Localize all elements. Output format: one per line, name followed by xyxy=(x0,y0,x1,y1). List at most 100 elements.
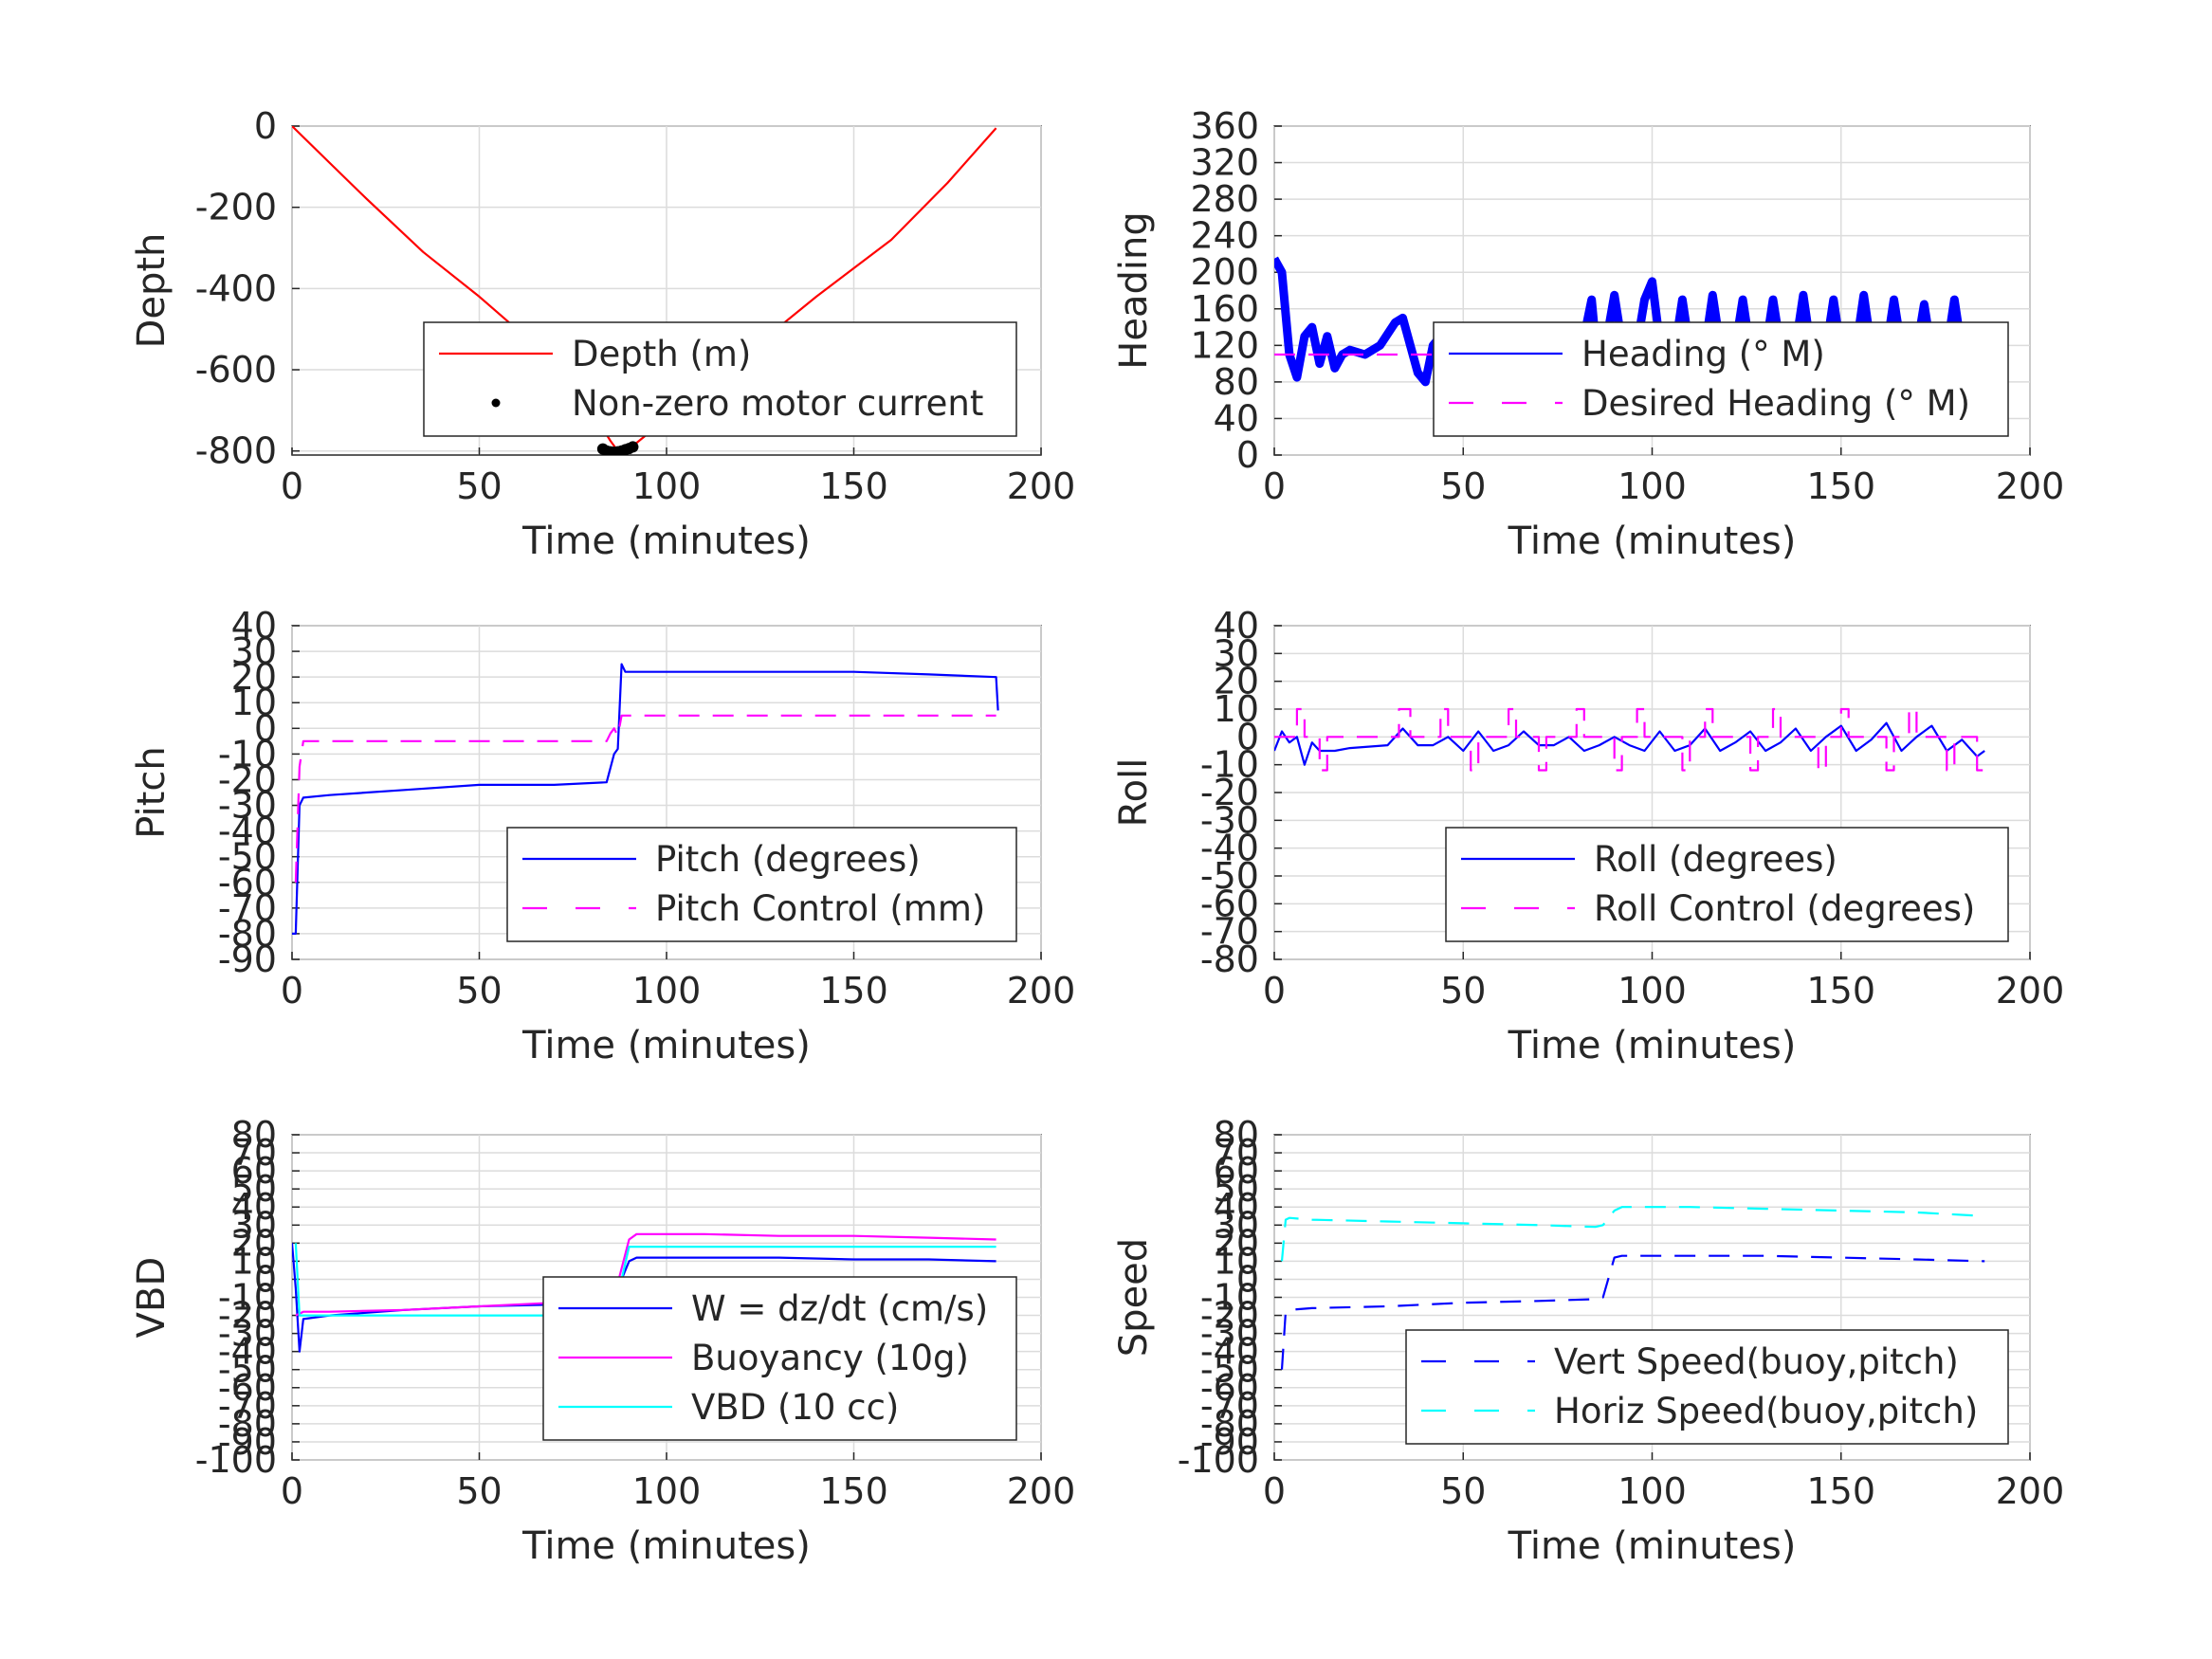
pitch-legend-box xyxy=(506,827,1017,942)
pitch-series-group xyxy=(292,663,999,935)
vbd-xtick-label-2: 100 xyxy=(632,1470,702,1512)
heading-xtick-label-2: 100 xyxy=(1618,465,1687,507)
pitch-xtick-label-0: 0 xyxy=(281,970,303,1012)
roll-xtick-label-0: 0 xyxy=(1263,970,1286,1012)
speed-ytick-label-16: 60 xyxy=(1214,1150,1259,1192)
roll-ytick-label-7: -10 xyxy=(1200,744,1259,786)
heading-xtick-label-4: 200 xyxy=(1996,465,2065,507)
roll-xtick-label-1: 50 xyxy=(1440,970,1486,1012)
heading-legend-label-1: Desired Heading (° M) xyxy=(1581,383,1970,424)
pitch-ytick-label-3: -60 xyxy=(218,862,277,903)
speed-legend-label-0: Vert Speed(buoy,pitch) xyxy=(1554,1341,1959,1382)
heading-xtick-label-3: 150 xyxy=(1806,465,1875,507)
speed-ytick-label-5: -50 xyxy=(1200,1349,1259,1391)
speed-ytick-label-10: 0 xyxy=(1236,1258,1259,1300)
roll-ytick-label-1: -70 xyxy=(1200,911,1259,953)
heading-legend-label-0: Heading (° M) xyxy=(1581,334,1825,374)
roll-legend-label-0: Roll (degrees) xyxy=(1594,839,1837,880)
heading-ytick-label-3: 120 xyxy=(1190,324,1259,366)
speed-ytick-label-15: 50 xyxy=(1214,1168,1259,1210)
speed-xtick-label-4: 200 xyxy=(1996,1470,2065,1512)
depth-ytick-label-0: 0 xyxy=(254,105,277,147)
heading-panel: 0 50 100 150 20004080120160200240280320360Ti… xyxy=(1112,105,2064,563)
roll-ytick-label-0: -80 xyxy=(1200,939,1259,980)
depth-xlabel: Time (minutes) xyxy=(521,520,811,563)
roll-xtick-label-3: 150 xyxy=(1806,970,1875,1012)
depth-ylabel: Depth xyxy=(130,233,174,349)
vbd-ytick-label-3: -70 xyxy=(218,1385,277,1427)
roll-legend-box xyxy=(1445,827,2009,942)
heading-xlabel: Time (minutes) xyxy=(1508,520,1797,563)
pitch-xtick-label-4: 200 xyxy=(1007,970,1076,1012)
speed-ytick-label-4: -60 xyxy=(1200,1367,1259,1409)
roll-ytick-label-9: 10 xyxy=(1214,688,1259,730)
speed-legend-label-1: Horiz Speed(buoy,pitch) xyxy=(1554,1391,1978,1431)
pitch-ytick-label-13: 40 xyxy=(231,605,277,647)
speed-ytick-label-9: -10 xyxy=(1200,1277,1259,1319)
pitch-series-0-line xyxy=(292,663,999,935)
heading-legend-box xyxy=(1433,321,2009,437)
speed-ytick-label-3: -70 xyxy=(1200,1385,1259,1427)
speed-ylabel: Speed xyxy=(1112,1238,1156,1357)
depth-legend-box xyxy=(423,321,1017,437)
pitch-panel: 0 50 100 150 200-90-80-70-60-50-40-30-20-100… xyxy=(130,605,1075,1067)
depth-xtick-label-4: 200 xyxy=(1007,465,1076,507)
roll-ytick-label-11: 30 xyxy=(1214,632,1259,674)
speed-series-1-line xyxy=(1280,1206,1985,1262)
heading-ytick-label-0: 0 xyxy=(1236,434,1259,476)
speed-panel: 0 50 100 150 200-100-90-80-70-60-50-40-30-20… xyxy=(1112,1114,2064,1568)
speed-xtick-label-0: 0 xyxy=(1263,1470,1286,1512)
pitch-legend: Pitch (degrees) Pitch Control (mm) xyxy=(506,827,1017,942)
speed-series-0-line xyxy=(1280,1254,1985,1370)
depth-series-0-line xyxy=(292,126,997,452)
vbd-ytick-label-9: -10 xyxy=(218,1277,277,1319)
roll-xtick-label-4: 200 xyxy=(1996,970,2065,1012)
speed-legend: Vert Speed(buoy,pitch) Horiz Speed(buoy,p… xyxy=(1405,1329,2009,1445)
roll-xtick-label-2: 100 xyxy=(1618,970,1687,1012)
depth-legend: Depth (m) Non-zero motor current xyxy=(423,321,1017,437)
depth-legend-swatch-1 xyxy=(491,398,501,408)
depth-ytick-label-2: -400 xyxy=(195,267,277,309)
vbd-xtick-label-0: 0 xyxy=(281,1470,303,1512)
heading-ylabel: Heading xyxy=(1112,211,1156,369)
roll-ytick-label-8: 0 xyxy=(1236,716,1259,757)
roll-ytick-label-10: 20 xyxy=(1214,661,1259,702)
vbd-legend-label-0: W = dz/dt (cm/s) xyxy=(691,1288,988,1329)
speed-ytick-label-14: 40 xyxy=(1214,1186,1259,1228)
vbd-ytick-label-4: -60 xyxy=(218,1367,277,1409)
pitch-ytick-label-0: -90 xyxy=(218,939,277,980)
roll-ytick-label-6: -20 xyxy=(1200,772,1259,813)
roll-series-group xyxy=(1274,707,1985,772)
speed-ytick-label-7: -30 xyxy=(1200,1313,1259,1355)
roll-series-1-line xyxy=(1274,707,1985,772)
speed-ytick-label-11: 10 xyxy=(1214,1240,1259,1282)
vbd-ytick-label-0: -100 xyxy=(195,1439,277,1481)
vbd-ytick-label-7: -30 xyxy=(218,1313,277,1355)
pitch-ytick-label-11: 20 xyxy=(231,656,277,698)
depth-xtick-label-3: 150 xyxy=(819,465,888,507)
vbd-ytick-label-18: 80 xyxy=(231,1114,277,1156)
speed-xtick-label-1: 50 xyxy=(1440,1470,1486,1512)
vbd-panel: 0 50 100 150 200-100-90-80-70-60-50-40-30-20… xyxy=(130,1114,1075,1568)
depth-ytick-label-3: -600 xyxy=(195,349,277,391)
vbd-ytick-label-5: -50 xyxy=(218,1349,277,1391)
vbd-ytick-label-2: -80 xyxy=(218,1403,277,1445)
depth-panel: 0 50 100 150 200 0 -200 -400 -600 -800 Time (minut… xyxy=(130,105,1075,563)
vbd-legend: W = dz/dt (cm/s) Buoyancy (10g) VBD (10 cc… xyxy=(542,1276,1017,1441)
speed-xtick-label-2: 100 xyxy=(1618,1470,1687,1512)
speed-xtick-label-3: 150 xyxy=(1806,1470,1875,1512)
vbd-ytick-label-15: 50 xyxy=(231,1168,277,1210)
vbd-legend-label-1: Buoyancy (10g) xyxy=(691,1338,969,1378)
vbd-ytick-label-16: 60 xyxy=(231,1150,277,1192)
depth-series-group xyxy=(292,126,997,455)
pitch-xtick-label-2: 100 xyxy=(632,970,702,1012)
speed-ytick-label-17: 70 xyxy=(1214,1132,1259,1174)
pitch-legend-label-0: Pitch (degrees) xyxy=(655,839,921,880)
depth-xtick-label-0: 0 xyxy=(281,465,303,507)
speed-ytick-label-13: 30 xyxy=(1214,1204,1259,1246)
roll-ytick-label-5: -30 xyxy=(1200,799,1259,841)
roll-ytick-label-4: -40 xyxy=(1200,828,1259,869)
pitch-xlabel: Time (minutes) xyxy=(521,1024,811,1067)
vbd-xtick-label-1: 50 xyxy=(456,1470,502,1512)
